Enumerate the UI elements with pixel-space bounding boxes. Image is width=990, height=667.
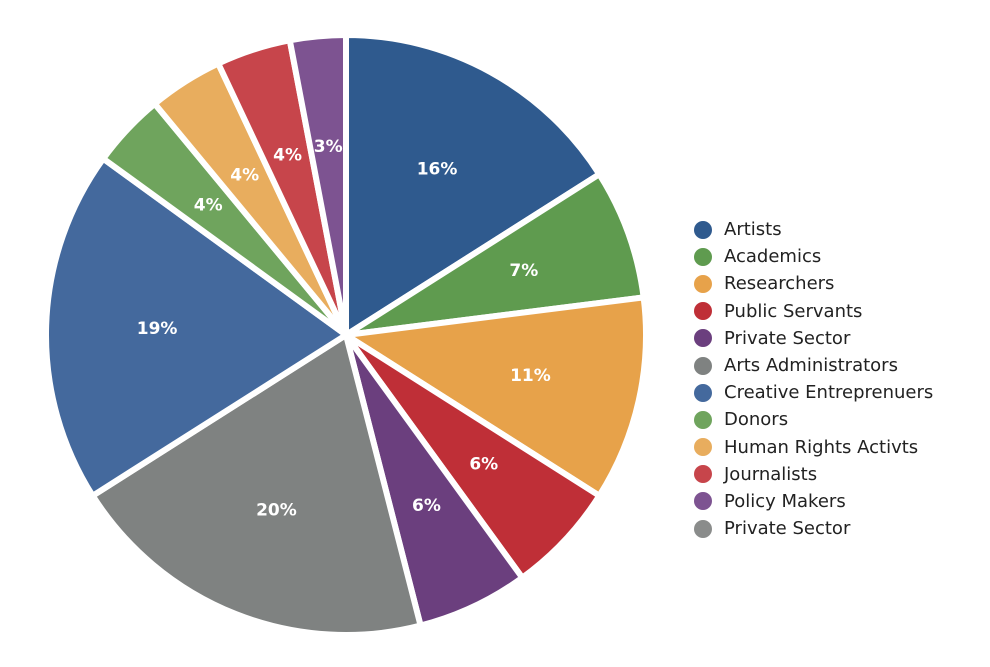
pie-slice[interactable] [286,31,349,336]
legend-item[interactable]: Policy Makers [694,488,933,515]
legend-swatch [694,356,712,375]
pie-slices [43,31,649,638]
pie-slice[interactable] [343,31,604,341]
legend-label: Journalists [724,463,818,485]
legend-item[interactable]: Creative Entreprenuers [694,379,933,406]
legend-item[interactable]: Private Sector [694,325,933,352]
pie-slice-label: 19% [137,319,178,339]
pie-slice-label: 7% [509,261,538,281]
legend-swatch [694,383,712,402]
legend-swatch [694,220,712,239]
legend-swatch [694,247,712,266]
pie-slice-labels: 16% 7% 11% 6% 6% 20% 19% 4% 4% 4% 3% [137,137,551,521]
legend-swatch [694,302,712,321]
legend-label: Artists [724,219,782,241]
legend-item[interactable]: Researchers [694,270,933,297]
legend-swatch [694,438,712,457]
legend-label: Researchers [724,273,835,295]
pie-slice-label: 4% [194,196,223,216]
legend-label: Donors [724,409,789,431]
legend-item[interactable]: Public Servants [694,298,933,325]
pie-slice-label: 4% [273,145,302,165]
pie-slice-label: 20% [256,501,297,521]
legend-label: Public Servants [724,300,863,322]
legend: Artists Academics Researchers Public Servan… [694,216,933,542]
pie-slice-label: 4% [230,165,259,185]
legend-item[interactable]: Private Sector [694,515,933,542]
legend-label: Academics [724,246,822,268]
pie-slice[interactable] [43,154,352,500]
legend-item[interactable]: Artists [694,216,933,243]
legend-swatch [694,274,712,293]
legend-item[interactable]: Donors [694,406,933,433]
legend-label: Private Sector [724,327,851,349]
pie-slice-label: 6% [469,454,498,474]
pie-slice-label: 11% [510,366,551,386]
legend-item[interactable]: Arts Administrators [694,352,933,379]
legend-item[interactable]: Academics [694,243,933,270]
legend-item[interactable]: Journalists [694,461,933,488]
pie-slice-label: 16% [417,159,458,179]
legend-swatch [694,465,712,484]
legend-item[interactable]: Human Rights Activts [694,434,933,461]
legend-swatch [694,410,712,429]
pie-slice-label: 6% [412,496,441,516]
legend-swatch [694,519,712,538]
legend-label: Policy Makers [724,490,846,512]
pie-slice[interactable] [344,170,647,338]
legend-swatch [694,492,712,511]
pie-slice[interactable] [88,330,425,638]
legend-label: Human Rights Activts [724,436,919,458]
legend-swatch [694,329,712,348]
legend-label: Private Sector [724,518,851,540]
pie-slice[interactable] [337,294,649,500]
legend-label: Creative Entreprenuers [724,382,934,404]
legend-label: Arts Administrators [724,355,898,377]
pie-slice-label: 3% [314,137,343,157]
